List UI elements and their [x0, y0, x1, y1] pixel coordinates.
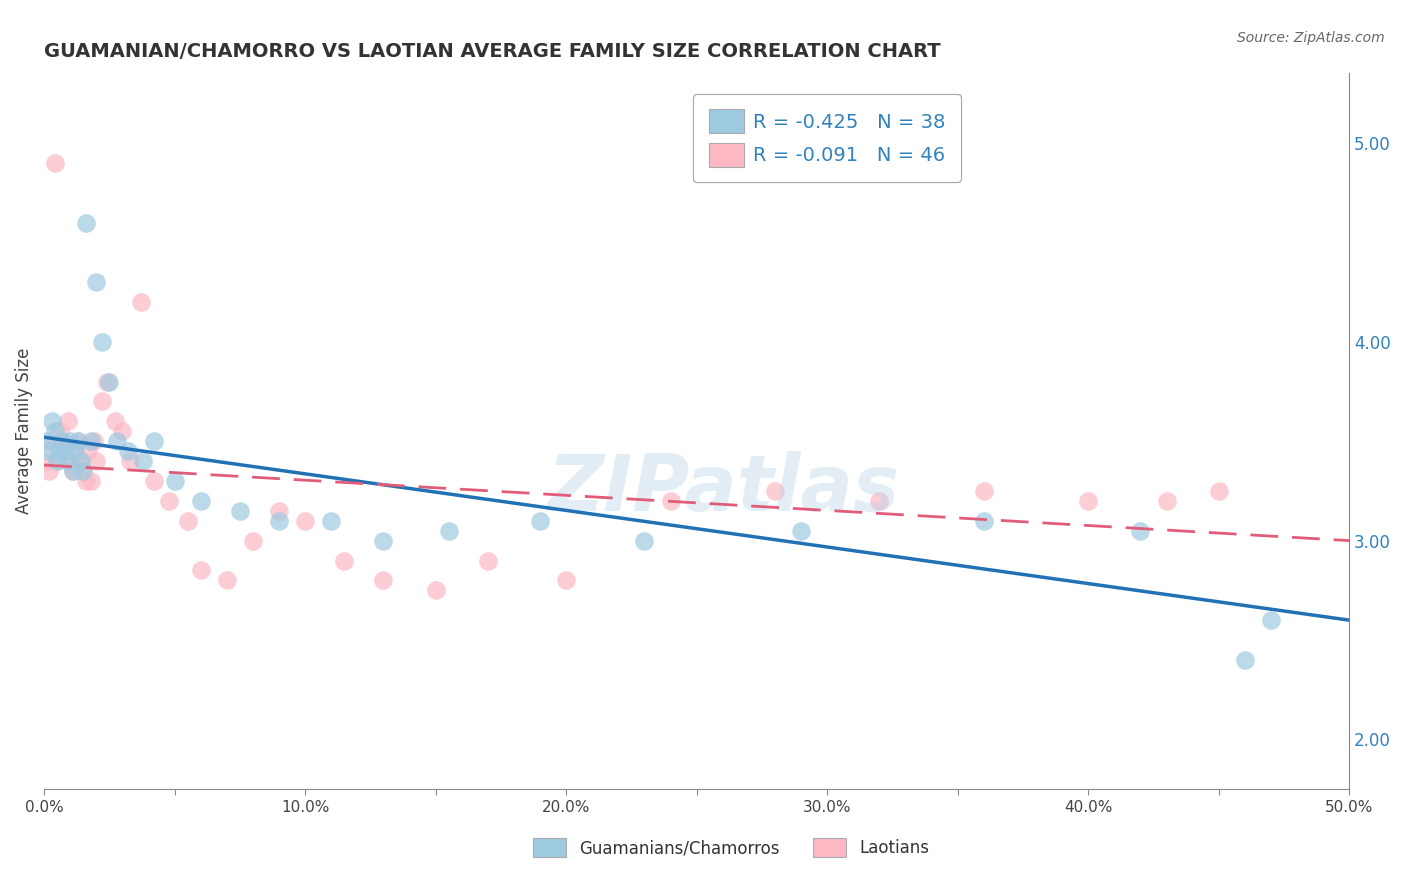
Point — [529, 514, 551, 528]
Point — [267, 514, 290, 528]
Point — [44, 156, 66, 170]
Point — [80, 474, 103, 488]
Point — [51, 434, 73, 449]
Point — [190, 494, 212, 508]
Point — [1233, 653, 1256, 667]
Point — [49, 444, 72, 458]
Point — [790, 524, 813, 538]
Point — [373, 533, 395, 548]
Point — [142, 474, 165, 488]
Point — [56, 454, 79, 468]
Point — [90, 394, 112, 409]
Point — [35, 454, 58, 468]
Point — [75, 215, 97, 229]
Point — [56, 414, 79, 428]
Point — [62, 464, 84, 478]
Point — [90, 334, 112, 349]
Point — [157, 494, 180, 508]
Point — [229, 504, 252, 518]
Point — [132, 454, 155, 468]
Point — [86, 454, 108, 468]
Point — [46, 454, 69, 468]
Text: Source: ZipAtlas.com: Source: ZipAtlas.com — [1237, 31, 1385, 45]
Point — [44, 425, 66, 439]
Point — [1129, 524, 1152, 538]
Point — [129, 295, 152, 310]
Point — [190, 564, 212, 578]
Point — [53, 444, 76, 458]
Y-axis label: Average Family Size: Average Family Size — [15, 348, 32, 515]
Point — [98, 375, 121, 389]
Point — [973, 514, 995, 528]
Point — [69, 454, 91, 468]
Point — [35, 434, 58, 449]
Point — [242, 533, 264, 548]
Point — [321, 514, 343, 528]
Point — [96, 375, 118, 389]
Point — [973, 483, 995, 498]
Point — [51, 434, 73, 449]
Point — [72, 464, 94, 478]
Point — [659, 494, 682, 508]
Point — [69, 454, 91, 468]
Point — [38, 444, 60, 458]
Legend: Guamanians/Chamorros, Laotians: Guamanians/Chamorros, Laotians — [524, 830, 938, 866]
Point — [72, 464, 94, 478]
Point — [111, 425, 134, 439]
Point — [176, 514, 198, 528]
Point — [163, 474, 186, 488]
Text: ZIPatlas: ZIPatlas — [547, 450, 898, 526]
Point — [1156, 494, 1178, 508]
Point — [65, 444, 87, 458]
Point — [105, 434, 128, 449]
Point — [53, 444, 76, 458]
Point — [763, 483, 786, 498]
Point — [67, 434, 90, 449]
Text: GUAMANIAN/CHAMORRO VS LAOTIAN AVERAGE FAMILY SIZE CORRELATION CHART: GUAMANIAN/CHAMORRO VS LAOTIAN AVERAGE FA… — [44, 42, 941, 61]
Point — [215, 574, 238, 588]
Point — [555, 574, 578, 588]
Point — [104, 414, 127, 428]
Point — [294, 514, 316, 528]
Point — [373, 574, 395, 588]
Point — [75, 474, 97, 488]
Point — [62, 464, 84, 478]
Point — [868, 494, 890, 508]
Point — [1208, 483, 1230, 498]
Point — [38, 464, 60, 478]
Point — [83, 434, 105, 449]
Point — [267, 504, 290, 518]
Point — [477, 553, 499, 567]
Point — [437, 524, 460, 538]
Point — [117, 444, 139, 458]
Point — [67, 434, 90, 449]
Point — [41, 414, 63, 428]
Point — [77, 444, 100, 458]
Legend: R = -0.425   N = 38, R = -0.091   N = 46: R = -0.425 N = 38, R = -0.091 N = 46 — [693, 94, 962, 182]
Point — [425, 583, 447, 598]
Point — [333, 553, 356, 567]
Point — [1260, 613, 1282, 627]
Point — [46, 454, 69, 468]
Point — [142, 434, 165, 449]
Point — [49, 425, 72, 439]
Point — [86, 275, 108, 289]
Point — [633, 533, 655, 548]
Point — [80, 434, 103, 449]
Point — [120, 454, 142, 468]
Point — [41, 434, 63, 449]
Point — [65, 444, 87, 458]
Point — [59, 454, 82, 468]
Point — [59, 434, 82, 449]
Point — [1077, 494, 1099, 508]
